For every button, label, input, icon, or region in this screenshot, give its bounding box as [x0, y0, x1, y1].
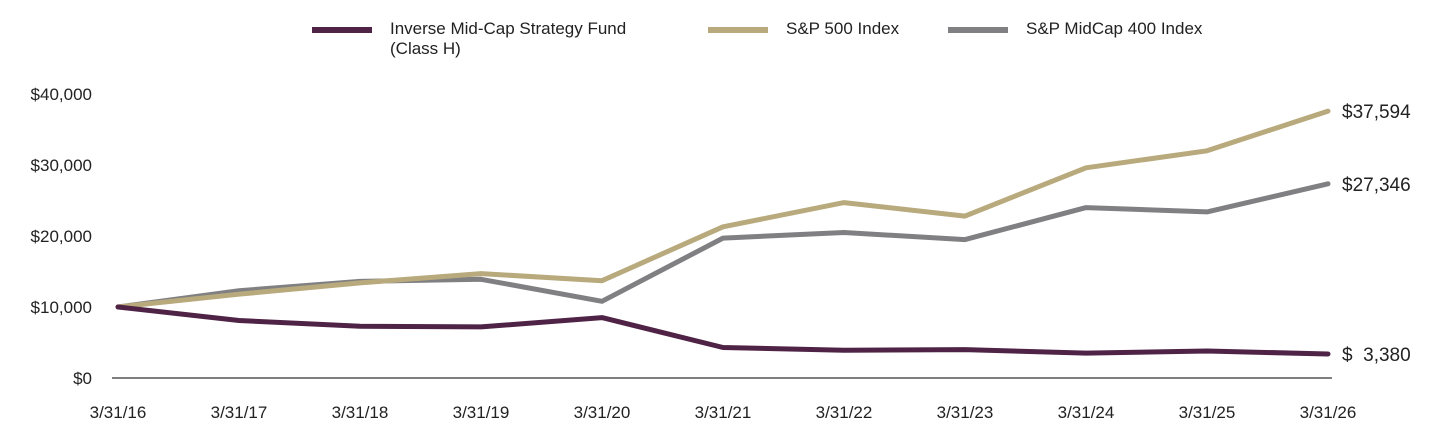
y-axis-labels: $0 $10,000 $20,000 $30,000 $40,000	[31, 85, 92, 388]
y-tick-label: $40,000	[31, 85, 92, 104]
sp500-end-value-label: $37,594	[1342, 102, 1411, 123]
x-tick-label: 3/31/21	[695, 403, 752, 422]
legend-swatch	[708, 27, 768, 33]
y-tick-label: $30,000	[31, 156, 92, 175]
x-tick-label: 3/31/16	[90, 403, 147, 422]
legend-label: Inverse Mid-Cap Strategy Fund (Class H)	[390, 19, 627, 58]
x-tick-label: 3/31/20	[574, 403, 631, 422]
midcap400-end-value-label: $27,346	[1342, 175, 1411, 196]
x-tick-label: 3/31/22	[816, 403, 873, 422]
legend-swatch	[948, 27, 1008, 33]
y-tick-label: $10,000	[31, 298, 92, 317]
fund-series-line	[115, 304, 1331, 357]
end-labels: $ 3,380 $37,594 $27,346	[1342, 102, 1411, 366]
sp500-series-line	[115, 108, 1331, 310]
legend-label: S&P 500 Index	[786, 19, 900, 38]
series-lines	[115, 108, 1331, 357]
x-tick-label: 3/31/19	[453, 403, 510, 422]
y-tick-label: $20,000	[31, 227, 92, 246]
legend-item-fund: Inverse Mid-Cap Strategy Fund (Class H)	[312, 19, 626, 59]
legend-item-midcap400: S&P MidCap 400 Index	[948, 19, 1202, 39]
x-tick-label: 3/31/25	[1179, 403, 1236, 422]
fund-end-value-label: $ 3,380	[1342, 345, 1411, 366]
legend-label: S&P MidCap 400 Index	[1026, 19, 1203, 38]
x-tick-label: 3/31/23	[937, 403, 994, 422]
x-tick-label: 3/31/24	[1058, 403, 1115, 422]
x-tick-label: 3/31/26	[1300, 403, 1357, 422]
x-tick-label: 3/31/18	[332, 403, 389, 422]
legend-item-sp500: S&P 500 Index	[708, 19, 899, 39]
legend-swatch	[312, 27, 372, 33]
x-tick-label: 3/31/17	[211, 403, 268, 422]
y-tick-label: $0	[73, 369, 92, 388]
x-axis-labels: 3/31/16 3/31/17 3/31/18 3/31/19 3/31/20 3/31/…	[90, 403, 1357, 422]
